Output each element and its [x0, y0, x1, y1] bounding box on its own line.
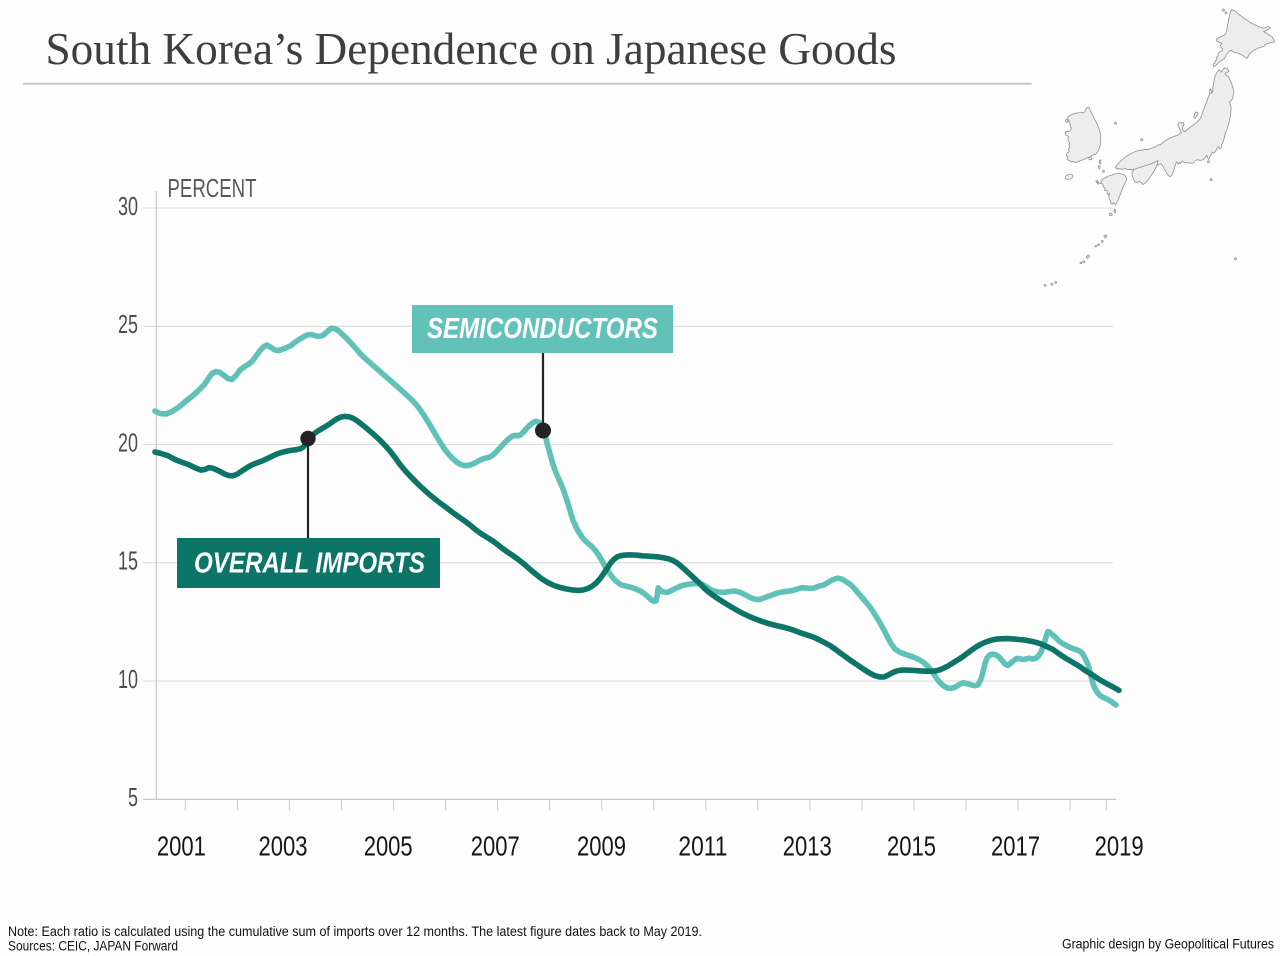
svg-text:2005: 2005 — [364, 830, 413, 861]
svg-text:25: 25 — [118, 311, 138, 339]
svg-text:Sources: CEIC, JAPAN Forward: Sources: CEIC, JAPAN Forward — [8, 938, 178, 954]
svg-text:2011: 2011 — [678, 830, 727, 861]
svg-text:5: 5 — [128, 784, 138, 812]
svg-text:2015: 2015 — [887, 830, 936, 861]
svg-text:30: 30 — [118, 193, 138, 221]
svg-text:10: 10 — [118, 666, 138, 694]
svg-text:2017: 2017 — [991, 830, 1040, 861]
svg-text:2007: 2007 — [471, 830, 520, 861]
svg-text:OVERALL IMPORTS: OVERALL IMPORTS — [194, 548, 426, 580]
svg-text:Graphic design by Geopolitical: Graphic design by Geopolitical Futures — [1062, 937, 1274, 953]
svg-text:15: 15 — [118, 548, 138, 576]
svg-text:2013: 2013 — [783, 830, 832, 861]
svg-text:South Korea’s Dependence on Ja: South Korea’s Dependence on Japanese Goo… — [46, 24, 897, 74]
svg-text:PERCENT: PERCENT — [168, 175, 257, 203]
svg-text:2009: 2009 — [577, 830, 626, 861]
svg-text:2003: 2003 — [259, 830, 308, 861]
svg-text:20: 20 — [118, 429, 138, 457]
svg-text:Note: Each ratio is calculated: Note: Each ratio is calculated using the… — [8, 924, 702, 940]
svg-text:2001: 2001 — [157, 830, 206, 861]
svg-text:SEMICONDUCTORS: SEMICONDUCTORS — [427, 313, 659, 345]
svg-text:2019: 2019 — [1095, 830, 1144, 861]
